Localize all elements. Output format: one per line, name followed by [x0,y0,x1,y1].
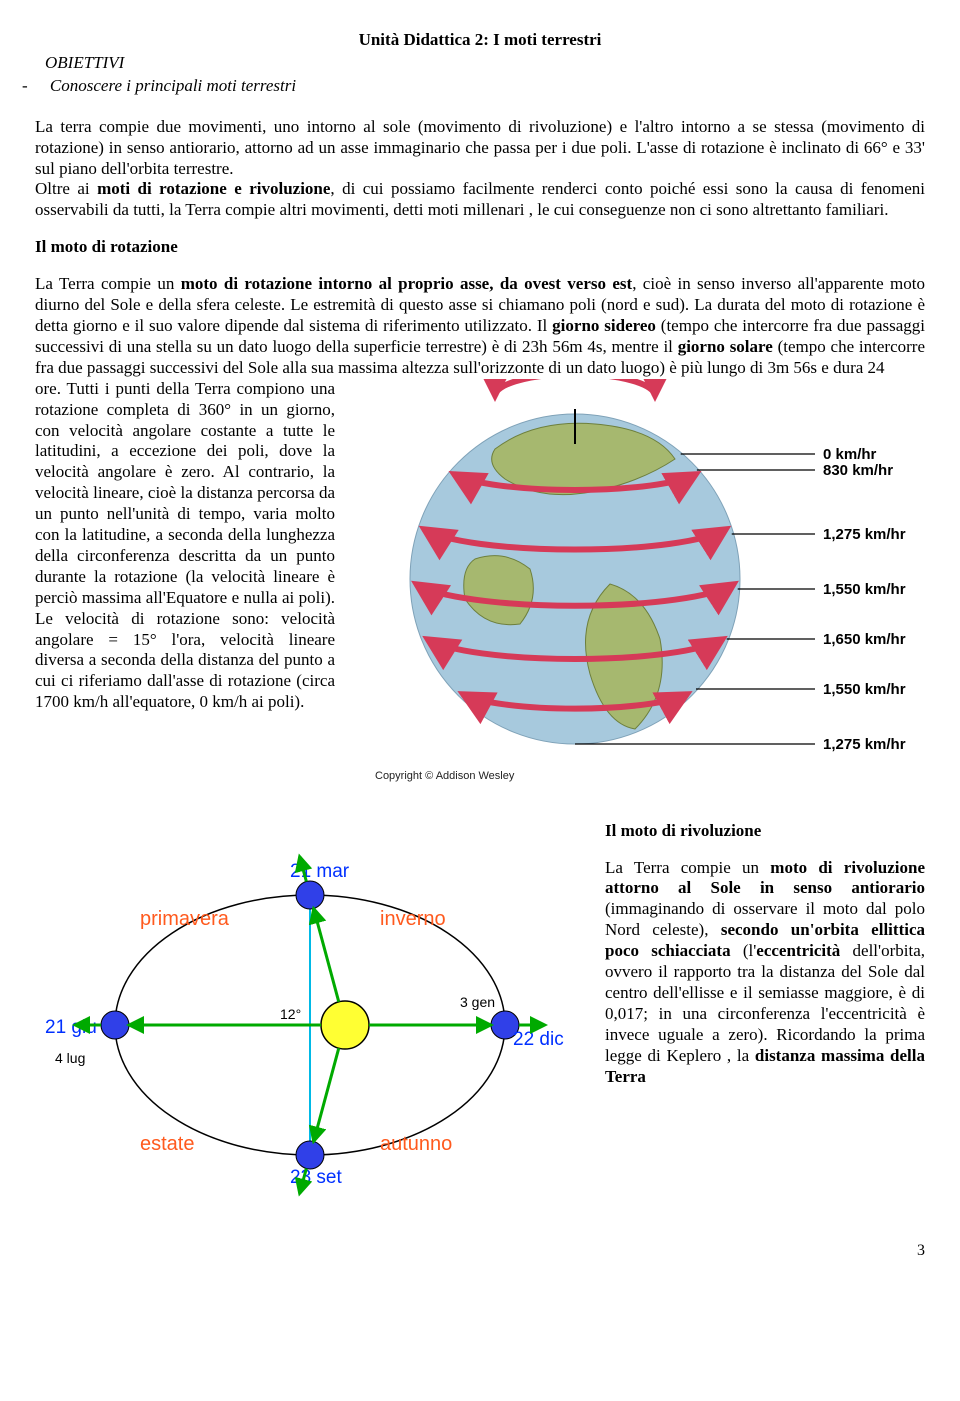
svg-text:1,275 km/hr: 1,275 km/hr [823,736,906,753]
globe-figure: 0 km/hr830 km/hr 1,275 km/hr 1,550 km/hr 1,… [345,379,960,789]
rotation-paragraph: La Terra compie un moto di rotazione int… [35,274,925,379]
svg-text:estate: estate [140,1133,194,1155]
svg-text:primavera: primavera [140,908,230,930]
rotation-right-column: 0 km/hr830 km/hr 1,275 km/hr 1,550 km/hr 1,… [345,379,960,795]
intro-text-b-pre: Oltre ai [35,179,97,198]
rotation-left-column: ore. Tutti i punti della Terra compiono … [35,379,335,795]
seasons-figure: 12° 21 mar 22 dic 23 set 21 giu 4 lug 3 gen pri… [35,815,585,1215]
page-number: 3 [35,1241,925,1261]
revolution-heading: Il moto di rivoluzione [605,821,925,842]
svg-text:1,275 km/hr: 1,275 km/hr [823,526,906,543]
svg-text:21 mar: 21 mar [290,861,350,882]
svg-text:autunno: autunno [380,1133,452,1155]
svg-text:1,550 km/hr: 1,550 km/hr [823,581,906,598]
rot-p-b3: giorno solare [678,337,773,356]
svg-text:1,550 km/hr: 1,550 km/hr [823,681,906,698]
svg-text:830 km/hr: 830 km/hr [823,462,893,479]
rotation-two-column: ore. Tutti i punti della Terra compiono … [35,379,925,795]
unit-title: Unità Didattica 2: I moti terrestri [35,30,925,51]
rotation-heading: Il moto di rotazione [35,237,925,258]
svg-text:1,650 km/hr: 1,650 km/hr [823,631,906,648]
rot-p-b2: giorno sidereo [552,316,656,335]
revolution-text-column: Il moto di rivoluzione La Terra compie u… [605,815,925,1221]
objectives-item: Conoscere i principali moti terrestri [40,76,925,97]
revolution-paragraph: La Terra compie un moto di rivoluzione a… [605,858,925,1088]
svg-text:23 set: 23 set [290,1167,342,1188]
svg-text:inverno: inverno [380,908,446,930]
intro-paragraph: La terra compie due movimenti, uno intor… [35,117,925,222]
riv-p-b3: eccentricità [756,941,840,960]
rot-p-b1: moto di rotazione intorno al proprio ass… [181,274,633,293]
svg-text:21 giu: 21 giu [45,1017,97,1038]
svg-text:12°: 12° [280,1006,301,1022]
svg-text:3 gen: 3 gen [460,994,495,1010]
intro-text-b-bold: moti di rotazione e rivoluzione [97,179,330,198]
seasons-figure-wrap: 12° 21 mar 22 dic 23 set 21 giu 4 lug 3 gen pri… [35,815,595,1221]
svg-text:22 dic: 22 dic [513,1029,564,1050]
svg-text:0 km/hr: 0 km/hr [823,446,877,463]
revolution-row: 12° 21 mar 22 dic 23 set 21 giu 4 lug 3 gen pri… [35,815,925,1221]
svg-text:4 lug: 4 lug [55,1050,85,1066]
riv-p-mid2: (l' [731,941,757,960]
rot-p-pre: La Terra compie un [35,274,181,293]
objectives-heading: OBIETTIVI [45,53,925,74]
riv-p-pre: La Terra compie un [605,858,770,877]
intro-text-a: La terra compie due movimenti, uno intor… [35,117,925,178]
objectives-list: Conoscere i principali moti terrestri [35,76,925,97]
svg-text:Copyright © Addison Wesley: Copyright © Addison Wesley [375,770,515,782]
